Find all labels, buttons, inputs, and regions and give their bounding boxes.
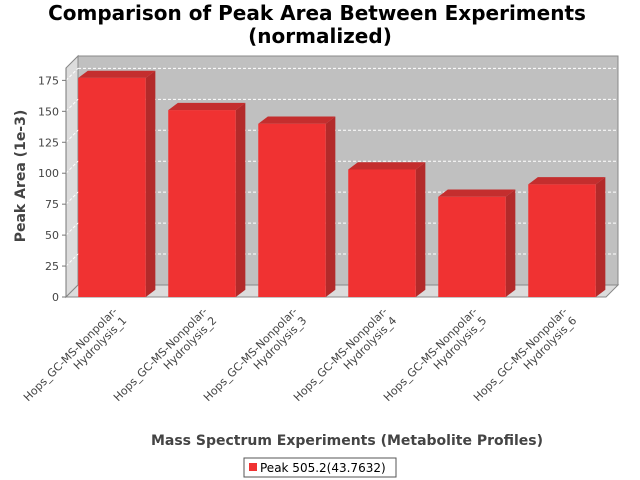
bar (348, 162, 426, 297)
x-tick-label-line: Hops_GC-MS-Nonpolar- (201, 305, 300, 404)
gridline-side (65, 191, 79, 205)
bar-side (145, 70, 156, 298)
bars (78, 70, 606, 298)
bar-top (528, 177, 606, 185)
bar-front (78, 77, 146, 297)
x-tick-label-line: Hops_GC-MS-Nonpolar- (471, 305, 570, 404)
bar-front (348, 169, 416, 297)
bar (168, 102, 246, 297)
gridline-side (65, 222, 79, 236)
x-tick-label-line: Hops_GC-MS-Nonpolar- (291, 305, 390, 404)
y-tick-label: 150 (38, 105, 59, 118)
legend: Peak 505.2(43.7632) (243, 457, 397, 478)
x-axis-label: Mass Spectrum Experiments (Metabolite Pr… (151, 433, 543, 449)
bar (78, 70, 156, 298)
bar (528, 177, 606, 297)
bar-front (168, 110, 236, 297)
bar-side (235, 102, 246, 297)
gridline-side (65, 129, 79, 143)
bar-front (528, 184, 596, 297)
bar (438, 189, 516, 297)
x-tick-label: Hops_GC-MS-Nonpolar-Hydrolysis_6 (471, 305, 579, 404)
chart-title-line1: Comparison of Peak Area Between Experime… (48, 1, 586, 25)
x-tick-label-line: Hops_GC-MS-Nonpolar- (21, 305, 120, 404)
plot-left-wall (65, 54, 79, 299)
gridline-side (65, 253, 79, 267)
x-axis-categories: Hops_GC-MS-Nonpolar-Hydrolysis_1Hops_GC-… (21, 305, 579, 404)
bar-side (505, 189, 516, 297)
y-axis-label: Peak Area (1e-3) (13, 110, 29, 243)
x-tick-label-line: Hops_GC-MS-Nonpolar- (381, 305, 480, 404)
gridline-side (65, 160, 79, 174)
legend-swatch (249, 463, 257, 471)
y-tick-label: 125 (38, 136, 59, 149)
bar-front (258, 123, 326, 298)
y-tick-label: 25 (45, 260, 59, 273)
bar-side (415, 162, 426, 297)
y-tick-label: 100 (38, 167, 59, 180)
legend-box (243, 457, 397, 478)
bar-top (78, 70, 156, 78)
gridline-side (65, 68, 79, 81)
y-tick-label: 50 (45, 229, 59, 242)
y-tick-label: 75 (45, 198, 59, 211)
gridlines (65, 67, 618, 267)
x-tick-label-line: Hops_GC-MS-Nonpolar- (111, 305, 210, 404)
y-tick-label: 0 (52, 291, 59, 304)
legend-label: Peak 505.2(43.7632) (260, 461, 386, 475)
gridline-side (65, 98, 79, 112)
y-tick-label: 175 (38, 74, 59, 87)
bar-front (438, 196, 506, 297)
bar-side (595, 177, 606, 297)
bar-top (168, 102, 246, 111)
bar-top (438, 189, 516, 197)
chart-title-line2: (normalized) (248, 24, 392, 48)
bar-side (325, 116, 336, 297)
bar (258, 116, 336, 298)
bar-top (348, 162, 426, 170)
bar-top (258, 116, 336, 124)
y-axis: 0 25 50 75 100 125 150 175 (38, 68, 67, 304)
